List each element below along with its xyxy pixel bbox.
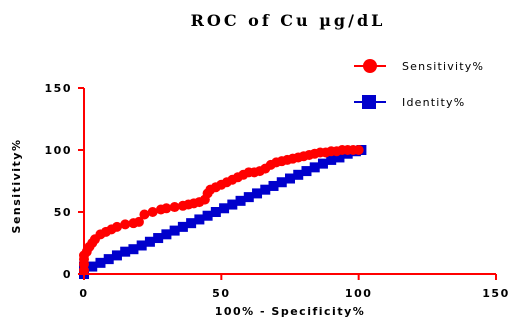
data-point [95, 257, 106, 268]
data-point [227, 199, 238, 210]
x-tick-label: 0 [79, 287, 88, 300]
series-1 [79, 145, 367, 279]
data-point [111, 221, 122, 232]
x-axis-label: 100% - Specificity% [215, 305, 366, 318]
data-point [353, 145, 364, 155]
data-point [147, 207, 158, 217]
data-point [144, 236, 155, 247]
data-point [194, 214, 205, 225]
data-point [111, 250, 122, 261]
series-layer [79, 145, 367, 279]
data-point [161, 229, 172, 240]
x-tick-label: 100 [345, 287, 372, 300]
data-point [326, 154, 337, 165]
legend-item-1: Identity% [354, 95, 465, 109]
data-point [169, 202, 180, 213]
data-point [87, 261, 98, 272]
y-tick-label: 150 [45, 82, 72, 95]
data-point [120, 246, 131, 257]
x-tick-label: 50 [212, 287, 230, 300]
data-point [133, 216, 144, 227]
data-point [153, 233, 164, 244]
data-point [219, 203, 230, 214]
data-point [202, 210, 213, 221]
data-point [136, 240, 147, 251]
data-point [260, 184, 271, 195]
data-point [161, 203, 172, 214]
data-point [309, 162, 320, 173]
data-point [120, 219, 131, 230]
y-tick-label: 0 [63, 268, 72, 281]
data-point [301, 166, 312, 177]
legend-marker [363, 59, 377, 73]
data-point [210, 207, 221, 217]
y-tick-label: 100 [45, 144, 72, 157]
data-point [285, 173, 295, 184]
data-point [139, 209, 150, 220]
legend-marker [362, 95, 376, 109]
data-point [276, 177, 287, 188]
legend: Sensitivity% Identity% [354, 59, 484, 109]
ticks-layer: 0 50 100 150 0 50 100 150 [45, 82, 509, 300]
legend-label: Identity% [402, 96, 465, 109]
data-point [268, 180, 279, 191]
x-tick-label: 150 [482, 287, 509, 300]
data-point [252, 188, 263, 199]
data-point [177, 221, 188, 232]
data-point [334, 152, 345, 163]
data-point [235, 195, 246, 206]
data-point [169, 225, 180, 236]
y-tick-label: 50 [54, 206, 72, 219]
data-point [293, 169, 304, 180]
data-point [103, 254, 114, 265]
legend-label: Sensitivity% [402, 60, 484, 73]
data-point [128, 244, 139, 255]
data-point [243, 192, 254, 203]
series-0 [79, 145, 364, 276]
data-point [186, 218, 197, 229]
chart-title: ROC of Cu µg/dL [191, 11, 386, 30]
y-axis-label: Sensitivity% [10, 139, 23, 234]
data-point [317, 158, 328, 169]
legend-item-0: Sensitivity% [354, 59, 484, 73]
